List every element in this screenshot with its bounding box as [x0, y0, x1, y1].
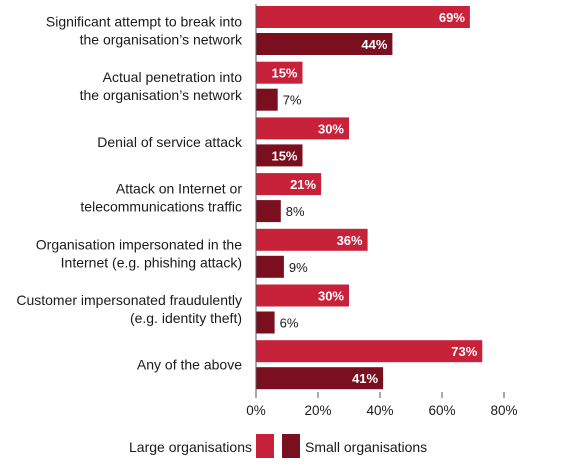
data-label-small-1: 7% — [283, 93, 302, 108]
category-label-5-line-0: Customer impersonated fraudulently — [16, 292, 242, 308]
bar-large-5 — [256, 284, 349, 307]
data-label-large-4: 36% — [337, 233, 363, 248]
data-label-small-0: 44% — [361, 37, 387, 52]
x-tick-label-2: 40% — [366, 403, 393, 418]
data-label-large-2: 30% — [318, 121, 344, 136]
data-label-large-6: 73% — [451, 344, 477, 359]
category-label-3-line-0: Attack on Internet or — [116, 181, 242, 197]
bar-small-0 — [256, 33, 393, 55]
x-tick-label-1: 20% — [304, 403, 331, 418]
data-label-small-6: 41% — [352, 371, 378, 386]
legend-swatch-large — [256, 434, 274, 458]
x-tick-label-3: 60% — [428, 403, 455, 418]
legend-label-small: Small organisations — [305, 439, 427, 455]
legend-label-large: Large organisations — [129, 439, 252, 455]
category-label-5-line-1: (e.g. identity theft) — [130, 310, 242, 326]
category-label-2-line-0: Denial of service attack — [97, 134, 243, 150]
bar-small-4 — [256, 255, 284, 278]
bar-large-6 — [256, 340, 483, 363]
legend: Large organisations Small organisations — [129, 434, 427, 458]
category-label-1-line-1: the organisation’s network — [80, 87, 243, 103]
category-label-1-line-0: Actual penetration into — [103, 69, 243, 85]
x-tick-label-0: 0% — [246, 403, 266, 418]
bar-large-2 — [256, 117, 349, 140]
legend-swatch-small — [282, 434, 300, 458]
data-label-small-4: 9% — [289, 260, 308, 275]
category-label-4-line-1: Internet (e.g. phishing attack) — [61, 254, 242, 270]
data-label-small-2: 15% — [271, 148, 297, 163]
data-label-small-3: 8% — [286, 204, 305, 219]
bar-small-1 — [256, 88, 278, 111]
bar-small-2 — [256, 144, 303, 167]
data-label-large-5: 30% — [318, 289, 344, 304]
data-label-large-0: 69% — [439, 10, 465, 25]
bar-large-3 — [256, 173, 322, 196]
category-label-0-line-1: the organisation’s network — [80, 32, 243, 48]
category-label-6-line-0: Any of the above — [137, 357, 242, 373]
bar-large-0 — [256, 6, 470, 28]
bar-large-4 — [256, 228, 368, 251]
data-label-large-1: 15% — [271, 66, 297, 81]
category-label-0-line-0: Significant attempt to break into — [46, 14, 242, 30]
category-label-4-line-0: Organisation impersonated in the — [36, 236, 242, 252]
bar-small-6 — [256, 367, 384, 390]
bar-small-5 — [256, 311, 275, 334]
bar-small-3 — [256, 200, 281, 223]
bar-large-1 — [256, 61, 303, 84]
category-label-3-line-1: telecommunications traffic — [80, 199, 242, 215]
x-tick-label-4: 80% — [490, 403, 517, 418]
data-label-large-3: 21% — [290, 177, 316, 192]
data-label-small-5: 6% — [280, 316, 299, 331]
